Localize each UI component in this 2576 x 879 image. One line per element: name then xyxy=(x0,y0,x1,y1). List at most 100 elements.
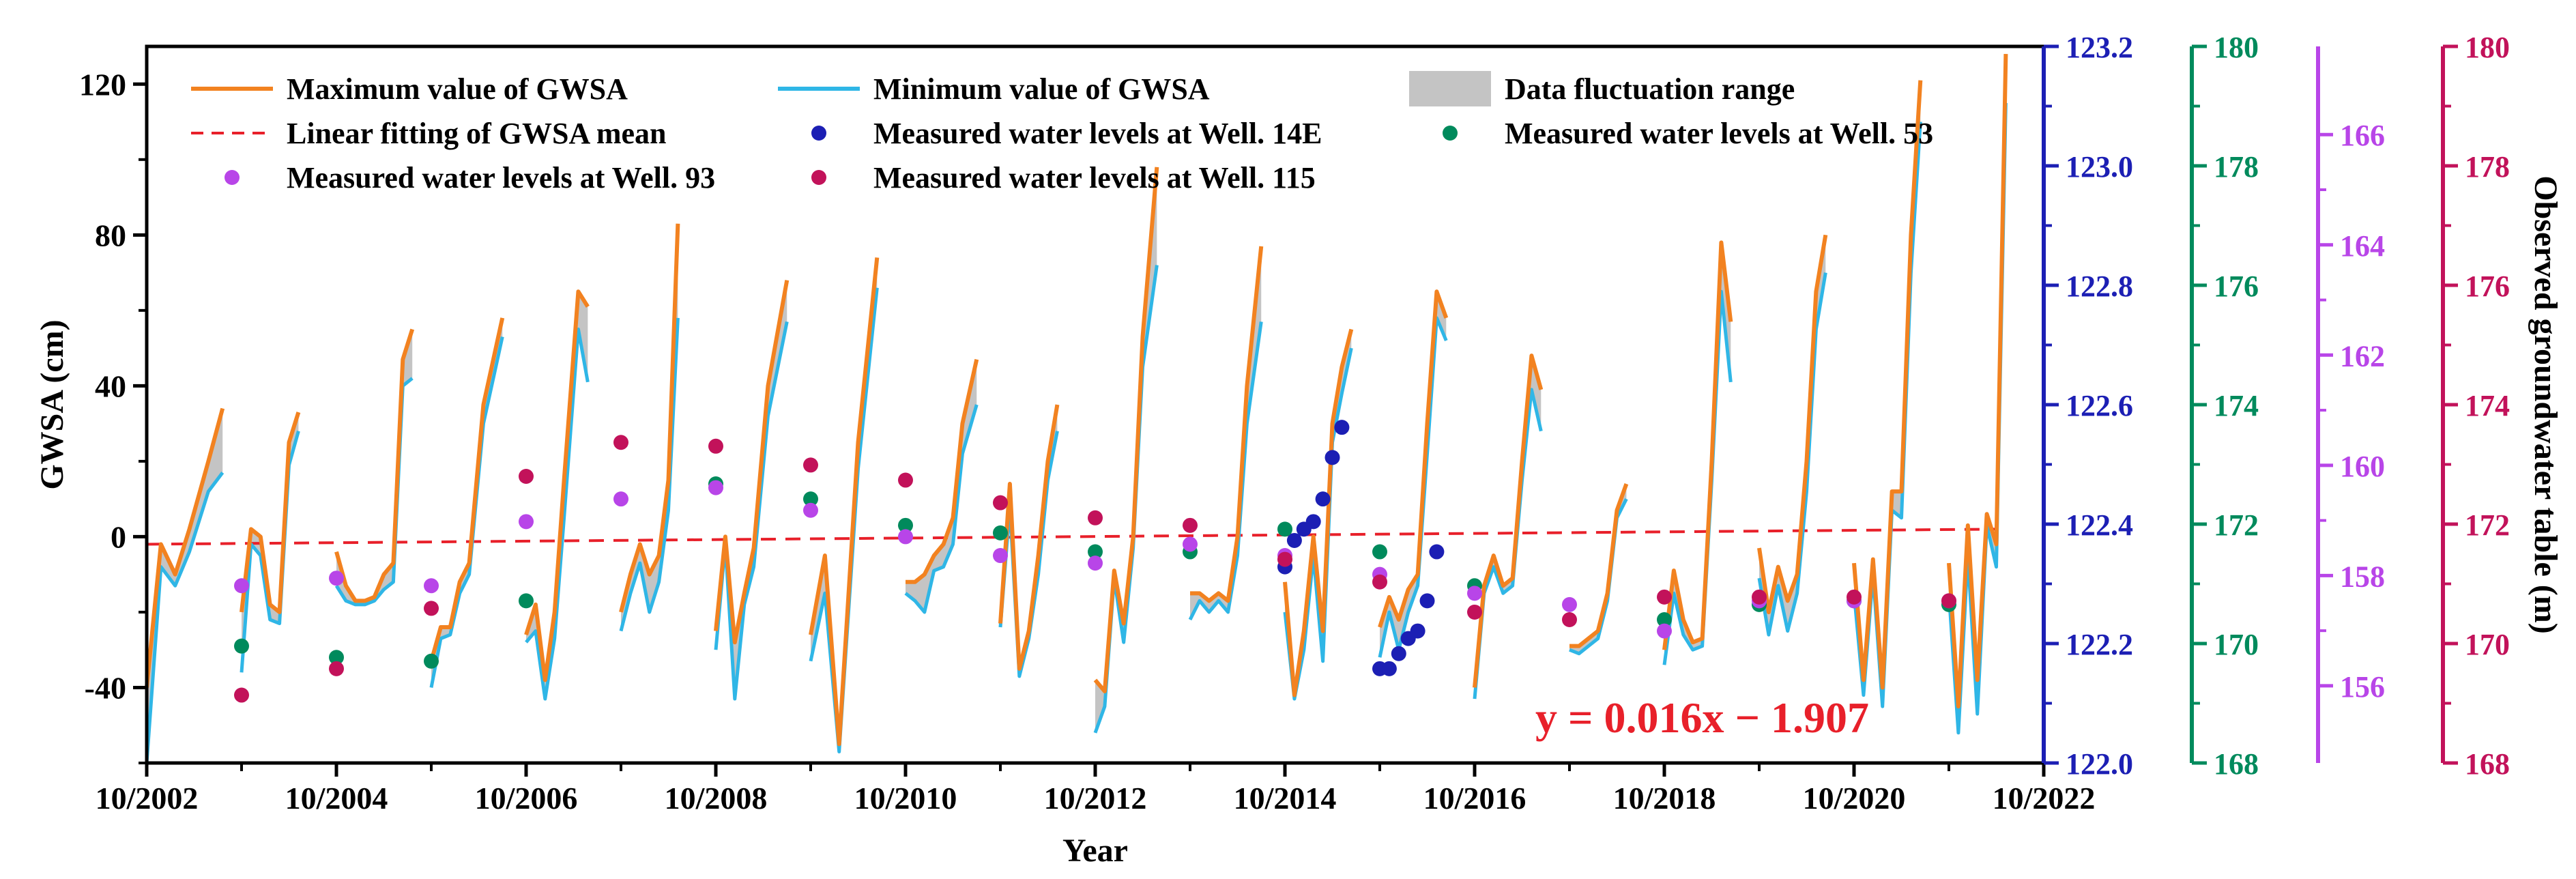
w14e-point-6 xyxy=(1325,450,1340,465)
w115-point-13 xyxy=(1372,574,1387,590)
max-line-segment-12 xyxy=(1190,246,1264,603)
right-axis-2-label-6: 178 xyxy=(2214,150,2259,184)
w93-point-16 xyxy=(1657,623,1672,639)
band-segment-1 xyxy=(147,408,223,763)
x-tick-label-9: 10/2018 xyxy=(1613,781,1716,816)
max-line-segment-8 xyxy=(809,257,880,747)
right-axis-2-label-5: 176 xyxy=(2214,270,2259,303)
legend-label-min: Minimum value of GWSA xyxy=(873,72,1210,106)
w93-point-2 xyxy=(329,571,344,586)
min-line-segment-7 xyxy=(714,321,789,701)
legend-label-w14e: Measured water levels at Well. 14E xyxy=(873,117,1322,150)
max-line-segment-19 xyxy=(1852,80,1923,690)
w115-point-15 xyxy=(1562,612,1577,627)
w115-point-19 xyxy=(1941,593,1956,609)
w115-point-5 xyxy=(613,435,628,450)
legend: Maximum value of GWSA Minimum value of GW… xyxy=(191,71,1933,194)
max-line-segment-20 xyxy=(1947,53,2008,709)
right-axis-4-label-3: 172 xyxy=(2465,508,2510,542)
right-axis-2-label-7: 180 xyxy=(2214,31,2259,64)
legend-label-band: Data fluctuation range xyxy=(1505,72,1795,106)
legend-symbol-w53 xyxy=(1443,126,1458,141)
y-tick-label-2: 0 xyxy=(111,519,126,554)
max-line-segment-11 xyxy=(1093,167,1159,693)
w93-point-15 xyxy=(1562,596,1577,612)
max-line-segment-6 xyxy=(619,223,680,613)
right-axis-title: Observed groundwater table (m) xyxy=(2528,175,2564,634)
right-axis-4-label-2: 170 xyxy=(2465,628,2510,661)
w115-point-16 xyxy=(1657,589,1672,605)
y-tick-label-5: 120 xyxy=(79,67,126,102)
w14e-point-12 xyxy=(1410,623,1426,639)
legend-label-w115: Measured water levels at Well. 115 xyxy=(873,161,1316,194)
band-segment-9 xyxy=(906,359,977,612)
max-line-segment-5 xyxy=(524,289,590,682)
w53-point-4 xyxy=(519,593,534,609)
w93-point-5 xyxy=(613,491,628,507)
x-tick-label-6: 10/2012 xyxy=(1044,781,1147,816)
y-axis-left: -40 0 40 80 120 xyxy=(79,67,147,764)
w115-point-3 xyxy=(424,601,439,616)
w115-point-17 xyxy=(1752,589,1767,605)
w53-point-9 xyxy=(1088,544,1103,560)
w115-point-11 xyxy=(1183,517,1198,533)
max-line-segment-2 xyxy=(240,412,301,614)
max-line-segment-1 xyxy=(145,407,225,688)
x-axis: 10/2002 10/2004 10/2006 10/2008 10/2010 10/20… xyxy=(96,763,2095,816)
w115-point-4 xyxy=(519,469,534,484)
right-axis-3-label-1: 156 xyxy=(2340,670,2385,704)
right-axis-1-label-2: 122.2 xyxy=(2066,628,2133,661)
w93-point-9 xyxy=(993,548,1008,564)
gwsa-lines-layer xyxy=(145,53,2008,764)
w115-point-6 xyxy=(708,438,723,454)
w115-point-10 xyxy=(1088,510,1103,525)
w14e-point-5 xyxy=(1315,491,1331,507)
w93-point-1 xyxy=(234,578,249,594)
min-line-segment-9 xyxy=(904,404,979,614)
band-segment-17 xyxy=(1664,242,1731,665)
min-line-segment-17 xyxy=(1662,289,1733,665)
w53-point-7 xyxy=(898,517,913,533)
x-tick-label-3: 10/2006 xyxy=(475,781,578,816)
max-line-segment-17 xyxy=(1662,240,1733,650)
y-axis-title: GWSA (cm) xyxy=(34,319,70,489)
right-axis-1-label-4: 122.6 xyxy=(2066,389,2133,422)
max-line-segment-15 xyxy=(1473,354,1544,688)
w53-point-8 xyxy=(993,525,1008,541)
x-tick-label-4: 10/2008 xyxy=(665,781,768,816)
w115-point-9 xyxy=(993,495,1008,510)
w115-point-1 xyxy=(234,687,249,703)
right-axis-3-label-3: 160 xyxy=(2340,450,2385,483)
right-axis-2-label-2: 170 xyxy=(2214,628,2259,661)
x-tick-label-7: 10/2014 xyxy=(1234,781,1337,816)
w93-point-6 xyxy=(708,480,723,495)
min-line-segment-12 xyxy=(1188,321,1263,621)
y-tick-label-3: 40 xyxy=(95,369,126,403)
legend-symbol-w115 xyxy=(811,170,826,185)
band-segment-11 xyxy=(1095,167,1157,733)
min-line-segment-15 xyxy=(1473,388,1543,700)
right-axis-1-label-6: 123.0 xyxy=(2066,150,2133,184)
legend-label-max: Maximum value of GWSA xyxy=(287,72,628,106)
w115-point-2 xyxy=(329,661,344,676)
right-axis-2-label-1: 168 xyxy=(2214,747,2259,781)
right-axes: 122.0 122.2 122.4 122.6 122.8 123.0 123.2 168 17… xyxy=(2042,31,2510,781)
right-axis-4-label-4: 174 xyxy=(2465,389,2510,422)
w14e-point-10 xyxy=(1391,646,1406,661)
legend-symbol-band xyxy=(1409,71,1491,106)
w53-point-6 xyxy=(803,491,818,507)
fit-equation-annotation: y = 0.016x − 1.907 xyxy=(1535,693,1869,742)
max-line-segment-18 xyxy=(1757,234,1828,614)
right-axis-4-label-5: 176 xyxy=(2465,270,2510,303)
right-axis-3-label-6: 166 xyxy=(2340,119,2385,152)
linear-fit-line xyxy=(146,528,1997,546)
w14e-point-13 xyxy=(1419,593,1435,609)
w93-point-14 xyxy=(1467,586,1482,601)
max-line-segment-4 xyxy=(429,317,505,662)
x-tick-label-10: 10/2020 xyxy=(1803,781,1906,816)
w115-point-12 xyxy=(1277,551,1292,567)
right-axis-1-label-3: 122.4 xyxy=(2066,508,2133,542)
legend-label-fit: Linear fitting of GWSA mean xyxy=(287,117,667,150)
x-axis-title: Year xyxy=(1062,833,1128,869)
legend-label-w53: Measured water levels at Well. 53 xyxy=(1505,117,1933,150)
